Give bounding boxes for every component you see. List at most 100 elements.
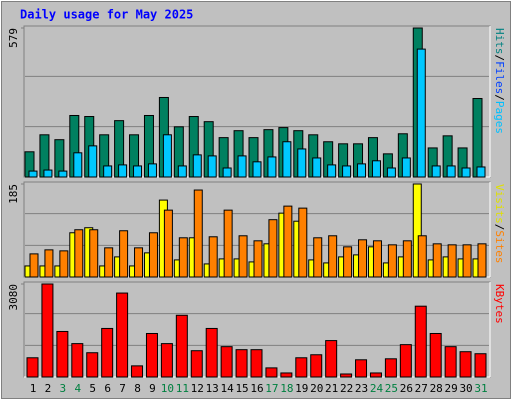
bar xyxy=(298,207,308,278)
bar xyxy=(313,237,323,278)
chart-title: Daily usage for May 2025 xyxy=(20,8,193,22)
x-tick-label: 2 xyxy=(45,382,52,395)
bar xyxy=(118,164,128,178)
x-tick-label: 28 xyxy=(430,382,443,395)
bar xyxy=(312,157,322,178)
bar xyxy=(103,165,113,178)
bar xyxy=(190,350,203,378)
legend: Visits/Sites xyxy=(493,184,506,264)
x-tick-label: 17 xyxy=(265,382,278,395)
bar xyxy=(192,154,202,178)
legend: KBytes xyxy=(493,284,506,324)
bar xyxy=(328,235,338,278)
bar xyxy=(145,332,158,378)
y-max-label: 3080 xyxy=(7,284,20,311)
y-max-label: 579 xyxy=(7,28,20,48)
x-tick-label: 25 xyxy=(385,382,398,395)
bar xyxy=(327,164,337,178)
bar xyxy=(253,240,263,278)
bar xyxy=(297,148,307,178)
x-tick-label: 5 xyxy=(89,382,96,395)
bar xyxy=(104,247,114,278)
bar xyxy=(369,372,382,378)
x-tick-label: 29 xyxy=(445,382,458,395)
bar xyxy=(295,357,308,378)
bar xyxy=(160,343,173,378)
bar xyxy=(402,240,412,278)
bar xyxy=(28,170,38,178)
x-tick-label: 19 xyxy=(295,382,308,395)
bar xyxy=(444,346,457,378)
bar xyxy=(371,160,381,178)
bar xyxy=(175,314,188,378)
bar xyxy=(358,239,368,278)
bar xyxy=(310,354,323,378)
bar xyxy=(133,165,143,178)
bar xyxy=(178,237,188,278)
x-tick-label: 15 xyxy=(235,382,248,395)
bar xyxy=(250,349,263,378)
bar xyxy=(325,340,338,378)
bar xyxy=(222,167,232,178)
x-tick-label: 8 xyxy=(134,382,141,395)
bar xyxy=(205,327,218,378)
legend-entry: Files xyxy=(493,61,506,94)
bar xyxy=(355,359,368,378)
x-tick-label: 20 xyxy=(310,382,323,395)
bar xyxy=(429,332,442,378)
bar xyxy=(265,367,278,378)
x-tick-label: 3 xyxy=(60,382,67,395)
bar xyxy=(73,152,83,178)
bar xyxy=(432,243,442,278)
x-tick-label: 1 xyxy=(30,382,37,395)
x-tick-label: 18 xyxy=(280,382,293,395)
bar xyxy=(340,373,353,378)
bar xyxy=(461,167,471,178)
bar xyxy=(267,156,277,178)
x-tick-label: 30 xyxy=(459,382,472,395)
bar xyxy=(399,344,412,378)
x-tick-label: 7 xyxy=(119,382,126,395)
bar xyxy=(447,244,457,278)
bar xyxy=(134,247,144,278)
bar xyxy=(342,165,352,178)
bar xyxy=(89,229,99,278)
x-tick-label: 24 xyxy=(370,382,384,395)
bar xyxy=(41,283,54,378)
x-tick-label: 27 xyxy=(415,382,428,395)
legend-entry: KBytes xyxy=(493,284,506,324)
bar xyxy=(116,292,129,378)
bar xyxy=(384,358,397,378)
x-tick-label: 23 xyxy=(355,382,368,395)
bar xyxy=(208,236,218,278)
bar xyxy=(207,155,217,178)
bar xyxy=(357,163,367,178)
bar xyxy=(119,230,129,278)
bar xyxy=(163,209,173,278)
bar xyxy=(238,235,248,278)
x-tick-label: 12 xyxy=(191,382,204,395)
bar xyxy=(401,157,411,178)
bar xyxy=(147,163,157,178)
x-tick-label: 10 xyxy=(161,382,174,395)
x-tick-label: 31 xyxy=(474,382,487,395)
bar xyxy=(29,253,39,278)
legend-separator: / xyxy=(493,224,506,231)
bar xyxy=(417,235,427,278)
legend-entry: Pages xyxy=(493,101,506,134)
x-tick-label: 13 xyxy=(206,382,219,395)
bar xyxy=(26,357,39,378)
legend-entry: Visits xyxy=(493,184,506,224)
legend-separator: / xyxy=(493,55,506,62)
bar xyxy=(177,165,187,178)
bar xyxy=(235,349,248,378)
bar xyxy=(459,351,472,378)
bar xyxy=(462,244,472,278)
bar xyxy=(43,169,53,178)
x-tick-label: 6 xyxy=(104,382,111,395)
x-tick-label: 4 xyxy=(74,382,81,395)
legend-entry: Sites xyxy=(493,230,506,263)
bar xyxy=(131,365,144,378)
bar xyxy=(86,352,99,378)
